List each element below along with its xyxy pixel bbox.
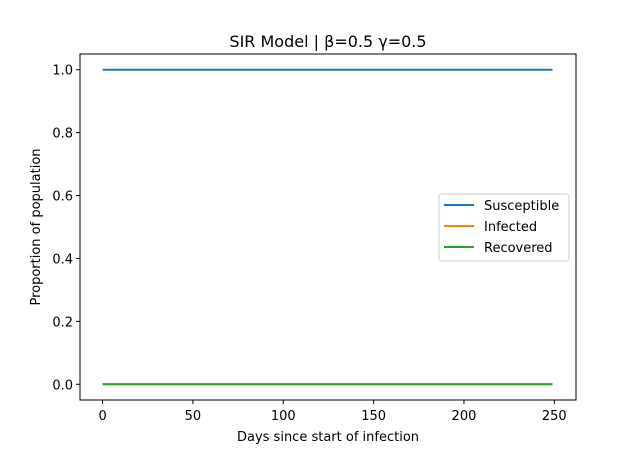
y-tick-label: 1.0 xyxy=(52,64,73,79)
x-tick-label: 200 xyxy=(452,409,477,424)
x-tick-label: 50 xyxy=(185,409,202,424)
series-layer xyxy=(102,68,553,386)
chart-title: SIR Model | β=0.5 γ=0.5 xyxy=(229,32,426,51)
legend-label-recovered: Recovered xyxy=(484,241,553,256)
y-tick-label: 0.8 xyxy=(52,127,73,142)
y-tick-label: 0.6 xyxy=(52,190,73,205)
y-tick-label: 0.4 xyxy=(52,252,73,267)
legend: Susceptible Infected Recovered xyxy=(438,193,570,262)
plot-frame xyxy=(79,53,577,401)
y-axis-label: Proportion of population xyxy=(29,148,44,305)
legend-box xyxy=(438,193,570,262)
legend-label-infected: Infected xyxy=(484,220,537,235)
y-tick-label: 0.0 xyxy=(52,378,73,393)
x-tick-label: 0 xyxy=(98,409,106,424)
x-axis: 0 50 100 150 200 250 xyxy=(98,400,567,424)
x-tick-label: 100 xyxy=(271,409,296,424)
x-tick-label: 150 xyxy=(361,409,386,424)
x-tick-label: 250 xyxy=(542,409,567,424)
legend-label-susceptible: Susceptible xyxy=(484,199,559,214)
y-tick-label: 0.2 xyxy=(52,315,73,330)
y-axis: 0.0 0.2 0.4 0.6 0.8 1.0 xyxy=(52,64,80,393)
x-axis-label: Days since start of infection xyxy=(237,430,419,445)
